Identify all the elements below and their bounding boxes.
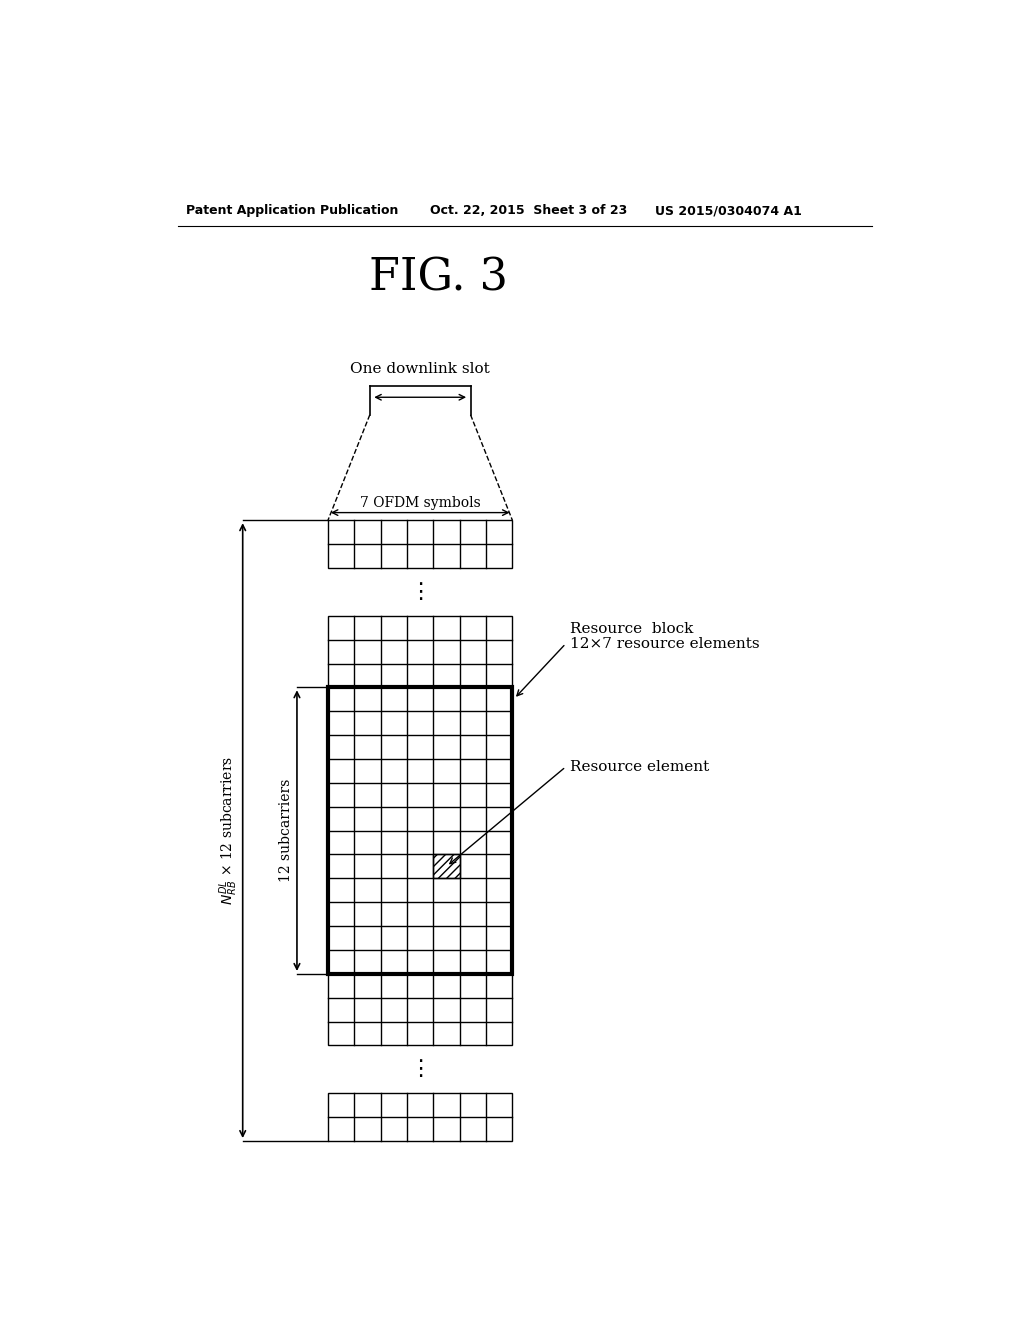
Text: 7 OFDM symbols: 7 OFDM symbols <box>359 495 480 510</box>
Text: $N^{DL}_{RB}$ × 12 subcarriers: $N^{DL}_{RB}$ × 12 subcarriers <box>217 756 240 906</box>
Bar <box>328 520 512 568</box>
Bar <box>328 688 512 974</box>
Text: Patent Application Publication: Patent Application Publication <box>186 205 398 218</box>
Text: ⋮: ⋮ <box>409 582 431 602</box>
Text: FIG. 3: FIG. 3 <box>369 256 508 300</box>
Bar <box>328 688 512 974</box>
Bar <box>433 854 460 878</box>
Bar <box>328 974 512 1045</box>
Text: US 2015/0304074 A1: US 2015/0304074 A1 <box>655 205 802 218</box>
Bar <box>328 615 512 688</box>
Text: Oct. 22, 2015  Sheet 3 of 23: Oct. 22, 2015 Sheet 3 of 23 <box>430 205 628 218</box>
Text: 12 subcarriers: 12 subcarriers <box>280 779 293 882</box>
Text: Resource element: Resource element <box>569 760 709 774</box>
Text: 12×7 resource elements: 12×7 resource elements <box>569 638 760 651</box>
Text: Resource  block: Resource block <box>569 622 693 636</box>
Text: ⋮: ⋮ <box>409 1060 431 1080</box>
Bar <box>328 1093 512 1140</box>
Text: One downlink slot: One downlink slot <box>350 362 490 376</box>
